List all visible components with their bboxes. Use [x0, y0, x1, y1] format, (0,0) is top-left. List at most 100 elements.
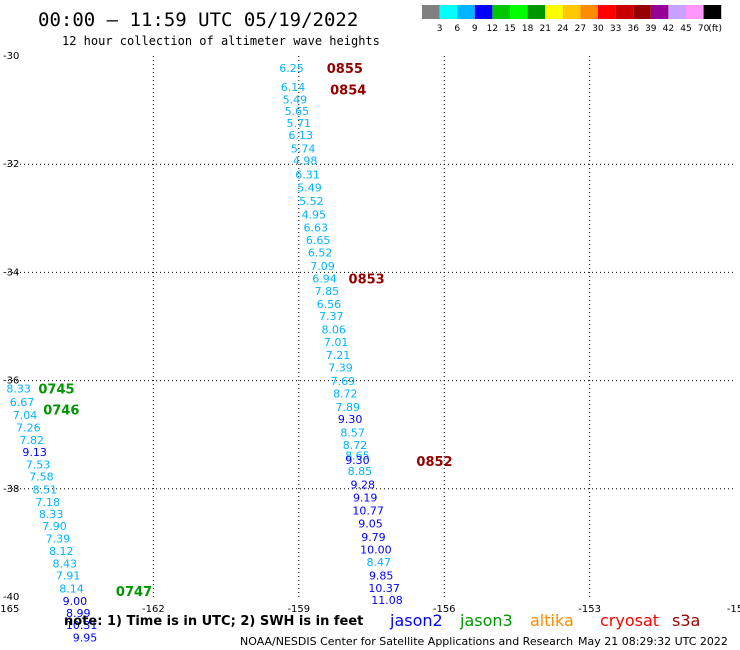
legend-swatch — [633, 5, 651, 19]
wave-height-value: 8.72 — [333, 388, 358, 401]
wave-height-value: 6.63 — [304, 221, 329, 234]
wave-height-value: 8.85 — [348, 465, 373, 478]
pass-time-label: 0745 — [38, 383, 74, 398]
lat-tick-label: -36 — [3, 376, 19, 387]
wave-height-value: 7.39 — [328, 362, 353, 375]
footer-credit: NOAA/NESDIS Center for Satellite Applica… — [240, 635, 573, 648]
wave-height-value: 9.85 — [369, 569, 394, 582]
wave-height-value: 8.47 — [367, 556, 392, 569]
lat-tick-label: -34 — [3, 267, 19, 278]
lon-tick-label: -15 — [727, 604, 740, 615]
wave-height-value: 8.12 — [49, 545, 74, 558]
legend-label: 39 — [645, 24, 657, 34]
wave-height-value: 8.51 — [33, 483, 58, 496]
wave-height-value: 8.99 — [66, 607, 91, 620]
legend-swatch — [703, 5, 722, 19]
footer-timestamp: May 21 08:29:32 UTC 2022 — [578, 635, 728, 648]
wave-height-value: 6.31 — [295, 168, 320, 181]
wave-height-value: 7.04 — [13, 409, 38, 422]
wave-height-value: 8.33 — [6, 383, 31, 396]
legend-unit: (ft) — [708, 24, 722, 34]
wave-height-value: 5.49 — [297, 181, 322, 194]
wave-height-value: 8.43 — [52, 557, 77, 570]
lon-tick-label: -165 — [0, 604, 19, 615]
wave-height-value: 7.21 — [326, 349, 351, 362]
satellite-name: s3a — [672, 611, 700, 630]
wave-height-value: 6.14 — [281, 81, 306, 94]
legend-swatch — [650, 5, 669, 19]
wave-height-value: 8.06 — [321, 324, 346, 337]
wave-height-value: 7.39 — [46, 533, 71, 546]
wave-height-value: 6.94 — [312, 272, 337, 285]
lat-tick-label: -30 — [3, 51, 19, 62]
wave-height-value: 7.37 — [319, 310, 344, 323]
wave-height-value: 7.90 — [42, 520, 67, 533]
wave-height-value: 9.79 — [361, 531, 386, 544]
legend-label: 36 — [627, 24, 639, 34]
legend-label: 15 — [504, 24, 515, 34]
legend-label: 27 — [575, 24, 586, 34]
legend-swatch — [686, 5, 704, 19]
legend-swatch — [422, 5, 440, 19]
lat-lon-grid: -165 -162 -159 -156 -153 -15 -30 -32 -34 -36 -38 -4… — [0, 51, 740, 615]
legend-label: 21 — [539, 24, 550, 34]
wave-height-value: 8.72 — [343, 439, 368, 452]
wave-height-value: 7.69 — [331, 375, 356, 388]
pass-time-label: 0854 — [330, 84, 366, 99]
color-scale-legend: 3 6 9 12 15 18 21 24 27 30 33 36 39 42 45 70 (ft) — [422, 5, 722, 34]
wave-height-value: 7.82 — [19, 434, 44, 447]
wave-height-value: 9.30 — [345, 454, 370, 467]
wave-height-value: 7.85 — [315, 285, 340, 298]
lon-tick-label: -159 — [287, 604, 310, 615]
legend-swatch — [439, 5, 458, 19]
legend-swatch — [457, 5, 475, 19]
wave-height-value: 5.74 — [291, 143, 316, 156]
wave-height-value: 9.00 — [63, 595, 88, 608]
wave-height-value: 5.65 — [285, 105, 310, 118]
wave-height-value: 9.05 — [358, 517, 383, 530]
map-subtitle: 12 hour collection of altimeter wave hei… — [62, 34, 380, 48]
wave-height-value: 9.95 — [73, 632, 98, 645]
legend-swatch — [668, 5, 686, 19]
wave-height-value: 6.25 — [279, 62, 304, 75]
wave-height-value: 7.01 — [324, 336, 349, 349]
wave-height-value: 10.31 — [66, 619, 98, 632]
legend-swatch — [474, 5, 493, 19]
wave-height-value: 8.57 — [340, 427, 365, 440]
legend-label: 45 — [680, 24, 691, 34]
legend-swatch — [510, 5, 528, 19]
wave-height-value: 10.00 — [360, 543, 392, 556]
legend-swatch — [562, 5, 581, 19]
legend-label: 3 — [437, 24, 443, 34]
legend-label: 12 — [487, 24, 498, 34]
wave-height-value: 9.13 — [22, 446, 47, 459]
wave-height-value: 6.56 — [317, 298, 342, 311]
lon-tick-label: -153 — [578, 604, 601, 615]
legend-swatch — [615, 5, 634, 19]
wave-height-value: 6.67 — [10, 396, 35, 409]
wave-height-value: 5.52 — [299, 195, 324, 208]
legend-label: 24 — [557, 24, 569, 34]
wave-height-value: 8.65 — [345, 449, 370, 462]
wave-height-value: 7.91 — [56, 569, 81, 582]
legend-label: 9 — [472, 24, 478, 34]
satellite-name: jason3 — [459, 611, 513, 630]
wave-height-value: 8.14 — [59, 582, 84, 595]
satellite-name: jason2 — [389, 611, 443, 630]
legend-label: 33 — [610, 24, 621, 34]
wave-height-value: 9.28 — [351, 478, 376, 491]
legend-label: 30 — [592, 24, 604, 34]
wave-height-value: 10.77 — [352, 504, 384, 517]
wave-height-value: 4.95 — [302, 209, 327, 222]
satellite-name: altika — [530, 611, 574, 630]
satellite-legend: jason2 jason3 altika cryosat s3a — [389, 611, 700, 630]
wave-height-value: 7.89 — [336, 401, 361, 414]
wave-height-value: 7.58 — [29, 470, 54, 483]
legend-swatch — [545, 5, 563, 19]
wave-height-value: 7.53 — [26, 458, 51, 471]
wave-height-value: 10.37 — [368, 582, 400, 595]
wave-height-value: 9.30 — [338, 413, 363, 426]
wave-height-value: 7.26 — [16, 422, 41, 435]
wave-height-value: 7.09 — [310, 260, 335, 273]
